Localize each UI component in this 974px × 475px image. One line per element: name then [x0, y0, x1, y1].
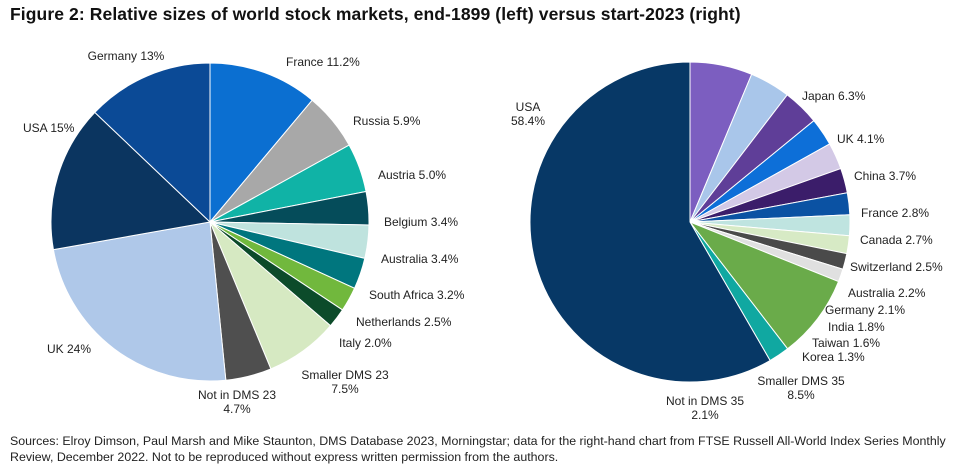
slice-label-not-in-dms-23: Not in DMS 23 4.7%	[198, 388, 276, 416]
slice-label-canada: Canada 2.7%	[860, 233, 933, 247]
pie-chart-1899: France 11.2% Russia 5.9% Austria 5.0% Belgi…	[23, 49, 465, 416]
slice-label-russia: Russia 5.9%	[353, 114, 421, 128]
pie-slice-usa	[50, 111, 212, 251]
slice-label-netherlands: Netherlands 2.5%	[356, 315, 452, 329]
slice-label-germany: Germany 2.1%	[825, 303, 905, 317]
slice-label-china: China 3.7%	[854, 169, 916, 183]
slice-label-korea: Korea 1.3%	[802, 350, 865, 364]
slice-label-usa: USA 15%	[23, 121, 75, 135]
slice-label-australia: Australia 3.4%	[381, 252, 459, 266]
slice-label-switzerland: Switzerland 2.5%	[850, 260, 943, 274]
slice-label-austria: Austria 5.0%	[378, 168, 446, 182]
slice-label-smaller-dms-35: Smaller DMS 35 8.5%	[757, 374, 845, 402]
slice-label-smaller-dms-23: Smaller DMS 23 7.5%	[301, 368, 389, 396]
pie-chart-2023: Japan 6.3% UK 4.1% China 3.7% France 2.8% Ca…	[511, 61, 943, 422]
slice-label-taiwan: Taiwan 1.6%	[812, 336, 880, 350]
slice-label-italy: Italy 2.0%	[339, 336, 392, 350]
pie-slice-usa	[529, 61, 771, 383]
figure-title: Figure 2: Relative sizes of world stock …	[10, 4, 741, 24]
slice-label-south-africa: South Africa 3.2%	[369, 288, 465, 302]
pie-slice-smaller-dms-35	[688, 220, 840, 350]
slice-label-japan: Japan 6.3%	[802, 89, 866, 103]
pie-slice-uk	[52, 221, 227, 382]
slice-label-india: India 1.8%	[828, 320, 885, 334]
slice-label-belgium: Belgium 3.4%	[384, 215, 458, 229]
slice-label-australia: Australia 2.2%	[848, 286, 926, 300]
pie-charts: France 11.2% Russia 5.9% Austria 5.0% Belgi…	[23, 49, 943, 422]
pie-slice-germany	[94, 62, 211, 224]
pie-slice-france	[209, 62, 313, 224]
slice-label-france: France 2.8%	[861, 206, 929, 220]
slice-label-usa: USA 58.4%	[511, 100, 545, 128]
slice-label-uk: UK 4.1%	[837, 132, 885, 146]
slice-label-uk: UK 24%	[47, 342, 91, 356]
slice-label-not-in-dms-35: Not in DMS 35 2.1%	[666, 394, 744, 422]
slice-label-france: France 11.2%	[286, 55, 360, 69]
source-note: Sources: Elroy Dimson, Paul Marsh and Mi…	[10, 434, 946, 464]
slice-label-germany: Germany 13%	[88, 49, 165, 63]
